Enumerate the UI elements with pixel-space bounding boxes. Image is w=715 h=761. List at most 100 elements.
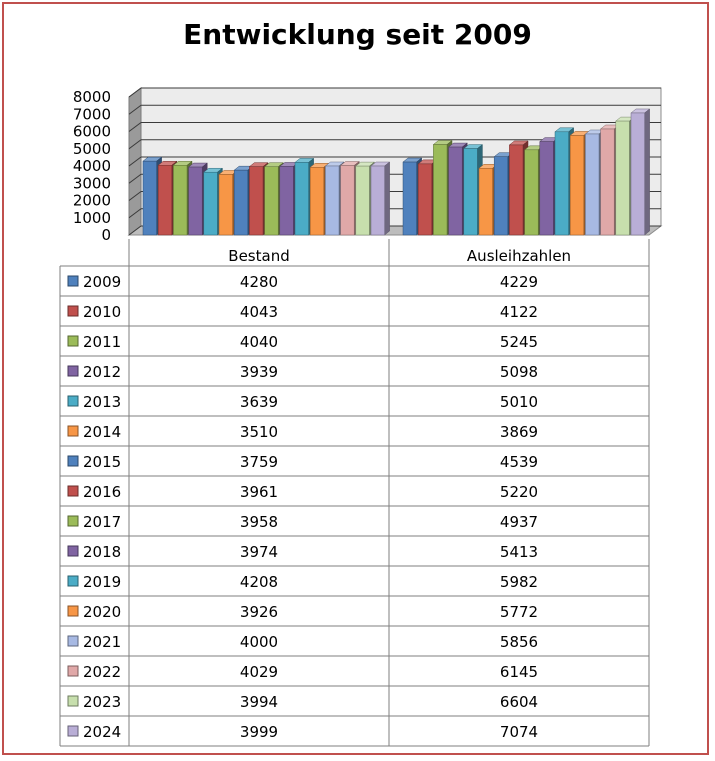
bar	[279, 166, 294, 236]
gridline-side	[128, 87, 142, 98]
bar-side	[384, 161, 390, 236]
legend-key	[67, 695, 79, 707]
table-value: 5098	[500, 363, 538, 381]
bar	[509, 144, 524, 236]
bar	[600, 128, 615, 236]
table-value: 5245	[500, 333, 538, 351]
bar	[630, 112, 645, 236]
table-value: 3994	[240, 693, 278, 711]
table-value: 3759	[240, 453, 278, 471]
table-value: 3926	[240, 603, 278, 621]
table-value: 4043	[240, 303, 278, 321]
legend-label: 2024	[83, 723, 121, 741]
y-tick-label: 5000	[73, 140, 111, 158]
gridline-side	[128, 139, 142, 150]
legend-label: 2019	[83, 573, 121, 591]
legend-label: 2017	[83, 513, 121, 531]
bar	[233, 169, 249, 236]
legend-label: 2011	[83, 333, 121, 351]
table-value: 3510	[240, 423, 278, 441]
chart-title: Entwicklung seit 2009	[183, 18, 532, 51]
table-value: 5856	[500, 633, 538, 651]
table-value: 5772	[500, 603, 538, 621]
bar	[402, 161, 417, 236]
bar	[188, 166, 203, 236]
table-value: 4122	[500, 303, 538, 321]
gridline-side	[128, 173, 142, 184]
bar	[585, 133, 600, 236]
bar	[142, 160, 157, 236]
table-value: 5010	[500, 393, 538, 411]
table-value: 4000	[240, 633, 278, 651]
legend-key	[67, 305, 79, 317]
table-value: 4937	[500, 513, 538, 531]
legend-key	[67, 275, 79, 287]
legend-key	[67, 725, 79, 737]
legend-label: 2018	[83, 543, 121, 561]
bar	[294, 162, 309, 236]
legend-label: 2010	[83, 303, 121, 321]
bar	[370, 165, 385, 236]
legend-label: 2022	[83, 663, 121, 681]
table-value: 7074	[500, 723, 538, 741]
table-value: 4280	[240, 273, 278, 291]
bar	[554, 131, 569, 236]
bar	[615, 120, 630, 236]
table-value: 3961	[240, 483, 278, 501]
legend-key	[67, 455, 79, 467]
table-value: 5413	[500, 543, 538, 561]
legend-key	[67, 335, 79, 347]
legend-key	[67, 365, 79, 377]
bar	[264, 166, 279, 236]
legend-key	[67, 545, 79, 557]
bar	[417, 163, 433, 236]
bar	[249, 166, 264, 236]
y-tick-label: 6000	[73, 123, 111, 141]
table-header-label: Ausleihzahlen	[467, 247, 571, 265]
table-value: 4040	[240, 333, 278, 351]
bar	[340, 165, 355, 236]
bar	[157, 165, 173, 236]
legend-label: 2014	[83, 423, 121, 441]
legend-label: 2013	[83, 393, 121, 411]
table-value: 3958	[240, 513, 278, 531]
gridline-side	[128, 122, 142, 132]
table-value: 6145	[500, 663, 538, 681]
gridline-side	[128, 104, 142, 115]
y-tick-label: 7000	[73, 105, 111, 123]
gridline-side	[128, 225, 142, 236]
table-value: 5982	[500, 573, 538, 591]
table-header-label: Bestand	[228, 247, 289, 265]
legend-key	[67, 605, 79, 617]
bar	[325, 165, 340, 236]
table-value: 3999	[240, 723, 278, 741]
table-value: 6604	[500, 693, 538, 711]
y-tick-label: 4000	[73, 157, 111, 175]
y-tick-label: 3000	[73, 174, 111, 192]
legend-key	[67, 395, 79, 407]
table-value: 3974	[240, 543, 278, 561]
y-tick-label: 0	[101, 226, 111, 244]
y-tick-label: 1000	[73, 209, 111, 227]
legend-label: 2016	[83, 483, 121, 501]
legend-label: 2021	[83, 633, 121, 651]
table-value: 4229	[500, 273, 538, 291]
legend-label: 2023	[83, 693, 121, 711]
gridline-side	[128, 191, 142, 201]
bar-side	[644, 108, 650, 236]
bar	[478, 168, 493, 236]
table-value: 4208	[240, 573, 278, 591]
legend-key	[67, 425, 79, 437]
bar	[493, 156, 509, 236]
legend-label: 2015	[83, 453, 121, 471]
legend-key	[67, 485, 79, 497]
bar	[433, 144, 448, 236]
bar	[524, 149, 539, 236]
gridline-side	[128, 208, 142, 219]
bar	[203, 171, 218, 236]
legend-key	[67, 635, 79, 647]
table-value: 4539	[500, 453, 538, 471]
table-value: 3939	[240, 363, 278, 381]
bar	[448, 146, 463, 236]
